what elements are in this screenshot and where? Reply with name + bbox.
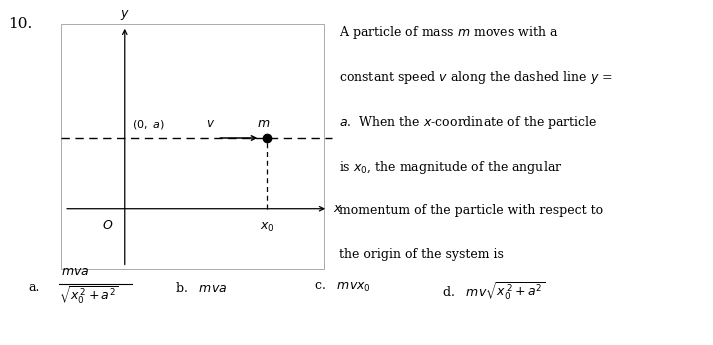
Text: 10.: 10. (9, 17, 33, 31)
Text: momentum of the particle with respect to: momentum of the particle with respect to (339, 204, 602, 217)
Text: $a$.  When the $x$-coordinate of the particle: $a$. When the $x$-coordinate of the part… (339, 114, 597, 131)
Text: the origin of the system is: the origin of the system is (339, 248, 503, 262)
Text: $x$: $x$ (333, 202, 343, 215)
Text: $v$: $v$ (206, 117, 215, 130)
Text: $x_0$: $x_0$ (260, 221, 275, 234)
Text: $\sqrt{x_0^{\,2}+a^2}$: $\sqrt{x_0^{\,2}+a^2}$ (59, 285, 119, 306)
Text: $O$: $O$ (102, 219, 113, 232)
Text: b.   $mva$: b. $mva$ (175, 281, 227, 295)
Text: $(0,\ a)$: $(0,\ a)$ (132, 118, 165, 131)
Text: $y$: $y$ (120, 8, 130, 22)
Text: c.   $mvx_0$: c. $mvx_0$ (314, 281, 371, 294)
Text: constant speed $v$ along the dashed line $y$ =: constant speed $v$ along the dashed line… (339, 69, 612, 86)
Text: $mva$: $mva$ (61, 265, 89, 278)
Text: a.: a. (29, 281, 40, 294)
Text: is $x_0$, the magnitude of the angular: is $x_0$, the magnitude of the angular (339, 159, 562, 176)
Text: A particle of mass $m$ moves with a: A particle of mass $m$ moves with a (339, 24, 558, 41)
Text: d.   $mv\sqrt{x_0^{\,2}+a^2}$: d. $mv\sqrt{x_0^{\,2}+a^2}$ (442, 281, 545, 302)
FancyBboxPatch shape (61, 24, 324, 269)
Text: $m$: $m$ (257, 117, 270, 130)
